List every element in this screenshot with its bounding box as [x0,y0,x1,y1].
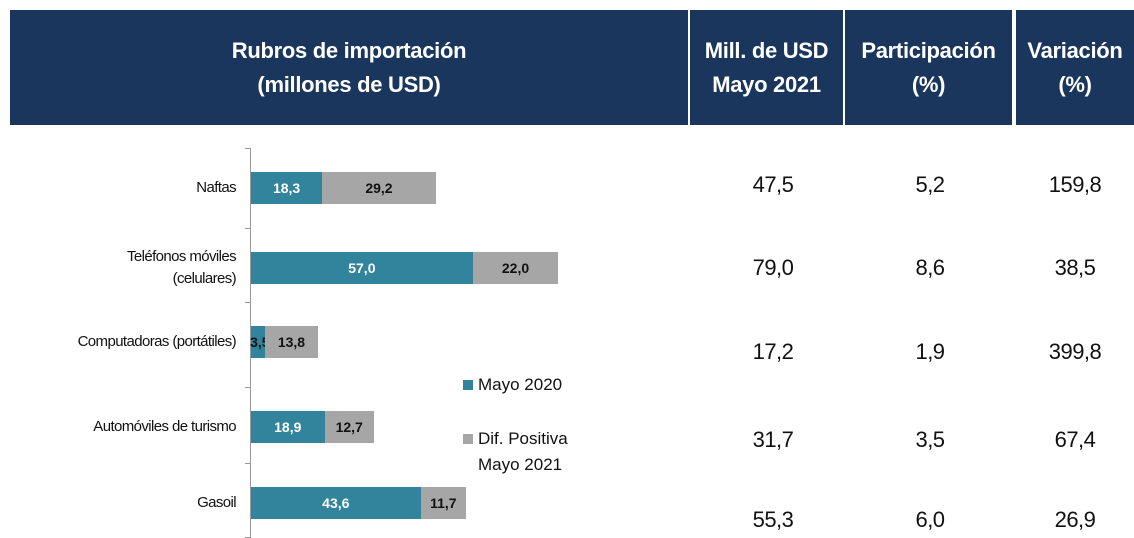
bar [420,487,467,519]
header-cell: Mill. de USD Mayo 2021 [690,10,843,125]
table-cell: 55,3 [752,507,794,532]
axis-tick [245,302,251,303]
table-cell: 26,9 [1054,507,1096,532]
axis-tick [245,387,251,388]
header-text: Mayo 2021 [712,71,821,97]
table-cell: 1,9 [915,339,945,364]
header-cell: Rubros de importación (millones de USD) [10,10,688,125]
value-label: 22,0 [501,260,530,276]
value-label: 13,8 [277,334,306,350]
header-cell: Variación (%) [1016,10,1134,125]
value-label: 11,7 [430,495,457,511]
table-cell: 6,0 [915,507,945,532]
header-text: Variación [1027,37,1123,63]
header-text: (millones de USD) [257,71,441,97]
bar [472,252,559,284]
axis-tick [245,148,251,149]
header-text: (%) [911,71,946,97]
plot-area [250,148,251,538]
value-label: 43,6 [322,495,350,511]
legend-swatch [463,380,473,390]
value-label: 18,9 [274,419,302,435]
legend-swatch [463,434,473,444]
axis-tick [245,463,251,464]
table-cell: 5,2 [915,172,945,197]
header-text: Mill. de USD [704,37,829,63]
bar [251,487,421,519]
value-label: 12,7 [335,419,363,435]
header-text: Participación [861,37,996,63]
table-cell: 79,0 [752,255,794,280]
header-cell: Participación (%) [845,10,1012,125]
value-label: 29,2 [365,180,393,196]
category-label: Gasoil [197,494,237,511]
table-cell: 399,8 [1048,339,1102,364]
value-label: 18,3 [272,180,301,196]
bar [251,411,325,443]
legend-label: Mayo 2020 [478,375,563,394]
table-cell: 17,2 [752,339,794,364]
bar [324,411,374,443]
value-label: 57,0 [348,260,376,276]
table-cell: 8,6 [915,255,945,280]
bar [251,172,323,204]
bar [264,326,319,358]
axis-tick [245,228,251,229]
header-text: Rubros de importación [231,37,467,63]
table-cell: 67,4 [1054,427,1096,452]
table-cell: 3,5 [915,427,945,452]
category-label: Computadoras (portátiles) [77,333,237,350]
bar [251,326,265,358]
category-label: Naftas [196,179,236,196]
table-cell: 159,8 [1048,172,1102,197]
legend-label: Dif. Positiva Mayo 2021 [478,429,568,474]
category-label: Automóviles de turismo [93,418,236,435]
bar [322,172,436,204]
table-cell: 31,7 [752,427,794,452]
header-text: (%) [1058,71,1092,97]
category-label: Teléfonos móviles (celulares) [126,248,237,287]
table-cell: 47,5 [752,172,794,197]
table-cell: 38,5 [1054,255,1096,280]
bar [251,252,473,284]
